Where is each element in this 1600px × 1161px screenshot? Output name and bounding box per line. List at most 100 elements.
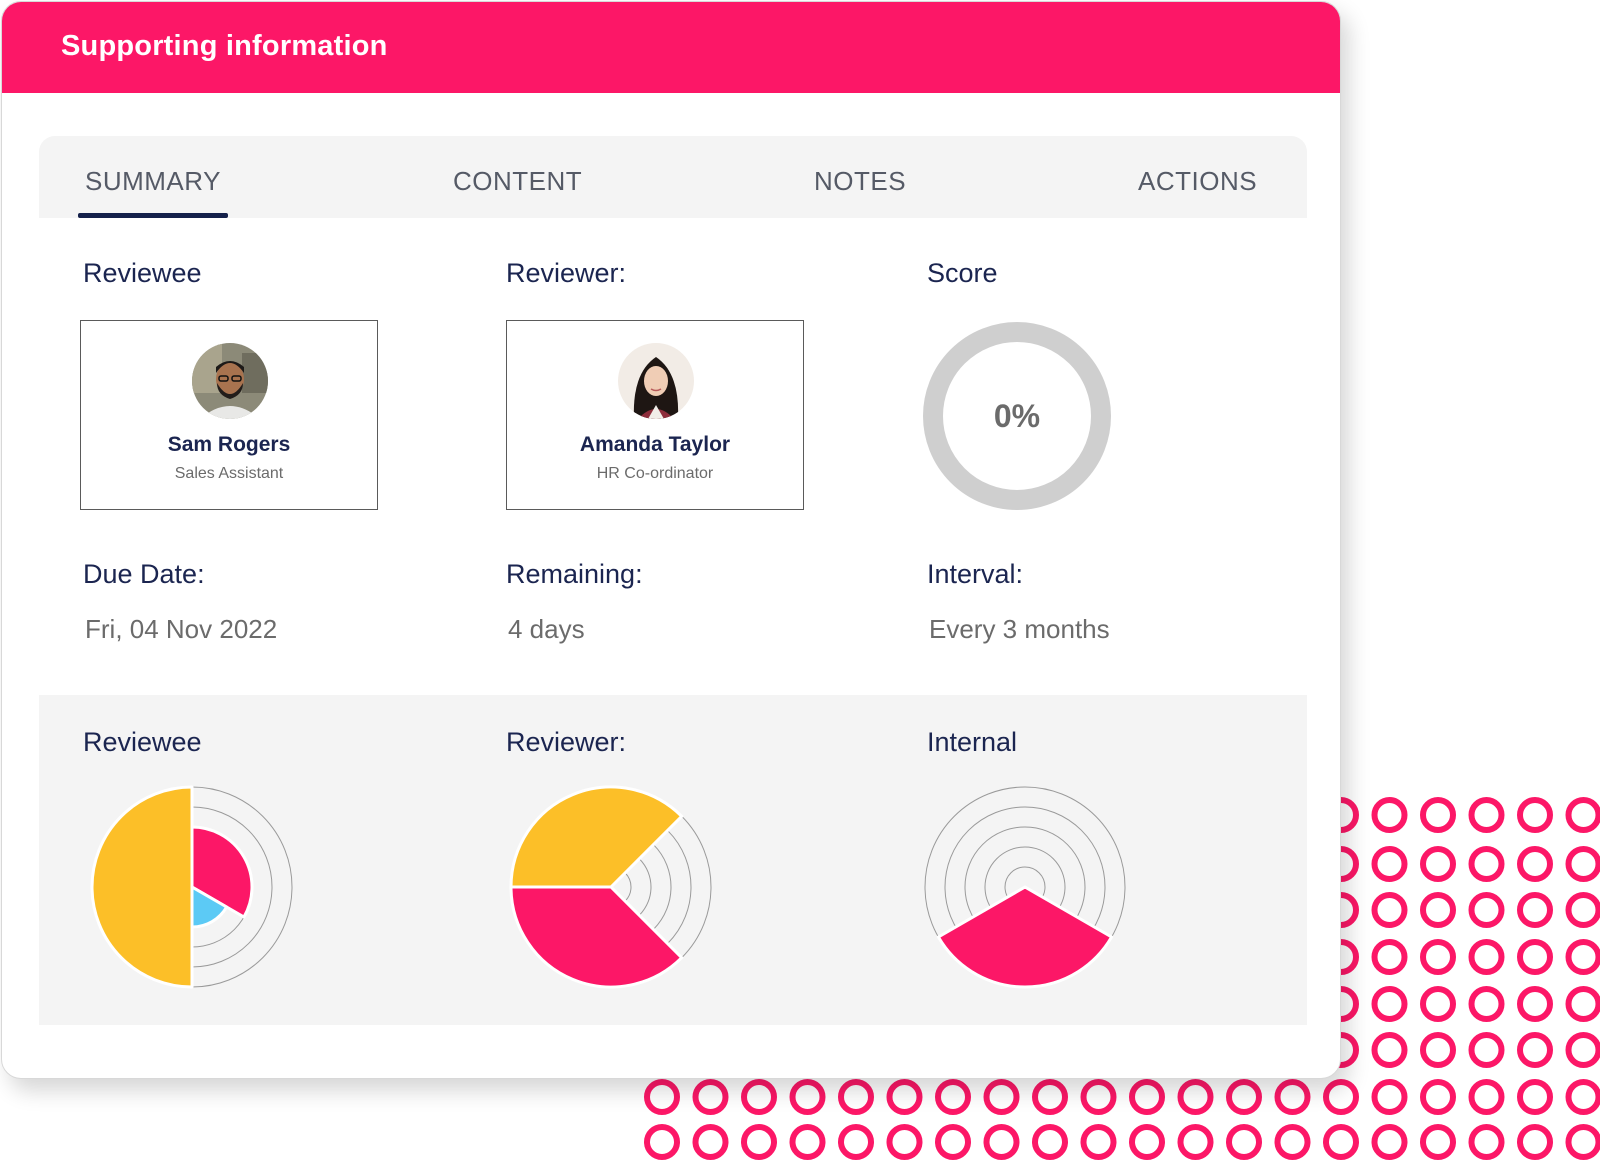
reviewee-avatar-icon bbox=[192, 343, 268, 419]
internal-polar-chart bbox=[924, 786, 1126, 989]
decorative-dot bbox=[1565, 892, 1600, 928]
decorative-dot bbox=[644, 1124, 680, 1160]
tab-summary[interactable]: SUMMARY bbox=[85, 166, 221, 196]
decorative-dot bbox=[1032, 1124, 1068, 1160]
decorative-dot bbox=[838, 1079, 874, 1115]
tab-content[interactable]: CONTENT bbox=[453, 166, 583, 196]
score-gauge: 0% bbox=[923, 322, 1111, 510]
remaining-value: 4 days bbox=[508, 614, 585, 644]
decorative-dot bbox=[1517, 986, 1553, 1022]
decorative-dot bbox=[1517, 1079, 1553, 1115]
decorative-dot bbox=[1129, 1079, 1165, 1115]
chart-title-internal: Internal bbox=[927, 727, 1018, 757]
decorative-dot bbox=[1468, 1032, 1505, 1068]
interval-label: Interval: bbox=[927, 559, 1024, 589]
card-header: Supporting information bbox=[2, 2, 1340, 93]
decorative-dot bbox=[1565, 1079, 1600, 1115]
decorative-dot bbox=[1177, 1124, 1214, 1160]
decorative-dot bbox=[1468, 939, 1505, 975]
score-value: 0% bbox=[994, 398, 1040, 434]
decorative-dot bbox=[1420, 846, 1456, 882]
decorative-dot bbox=[1371, 797, 1408, 833]
decorative-dot bbox=[1420, 1032, 1456, 1068]
decorative-dot bbox=[1177, 1079, 1214, 1115]
decorative-dot bbox=[935, 1079, 971, 1115]
decorative-dot bbox=[789, 1124, 826, 1160]
reviewer-card[interactable]: Amanda Taylor HR Co-ordinator bbox=[506, 320, 804, 510]
score-gauge-track bbox=[923, 322, 1111, 510]
decorative-dot bbox=[1420, 892, 1456, 928]
chart-title-reviewee: Reviewee bbox=[83, 727, 202, 757]
decorative-dot bbox=[1226, 1079, 1262, 1115]
decorative-dot bbox=[1420, 939, 1456, 975]
reviewee-name: Sam Rogers bbox=[167, 433, 291, 456]
decorative-dot bbox=[1032, 1079, 1068, 1115]
tab-actions[interactable]: ACTIONS bbox=[1138, 166, 1258, 196]
score-label: Score bbox=[927, 258, 998, 288]
decorative-dot bbox=[1565, 1124, 1600, 1160]
decorative-dot bbox=[983, 1124, 1020, 1160]
avatar bbox=[192, 343, 268, 419]
decorative-dot bbox=[1468, 1124, 1505, 1160]
decorative-dot bbox=[935, 1124, 971, 1160]
decorative-dot bbox=[1565, 986, 1600, 1022]
decorative-dot bbox=[886, 1079, 923, 1115]
reviewer-polar-chart bbox=[509, 785, 712, 989]
decorative-dot bbox=[1371, 892, 1408, 928]
decorative-dot bbox=[692, 1079, 729, 1115]
decorative-dot bbox=[644, 1079, 680, 1115]
chart-slice bbox=[190, 885, 229, 929]
decorative-dot bbox=[1517, 892, 1553, 928]
decorative-dot bbox=[1420, 1124, 1456, 1160]
decorative-dot bbox=[1468, 1079, 1505, 1115]
decorative-dot bbox=[1371, 1124, 1408, 1160]
decorative-dot bbox=[1371, 986, 1408, 1022]
decorative-dot bbox=[1080, 1124, 1117, 1160]
decorative-dot bbox=[1371, 846, 1408, 882]
due-date-label: Due Date: bbox=[83, 559, 205, 589]
decorative-dot bbox=[1274, 1124, 1311, 1160]
tab-notes[interactable]: NOTES bbox=[814, 166, 907, 196]
decorative-dot bbox=[1565, 797, 1600, 833]
reviewer-role: HR Co-ordinator bbox=[596, 465, 714, 482]
remaining-label: Remaining: bbox=[506, 559, 643, 589]
decorative-dot bbox=[1517, 1032, 1553, 1068]
decorative-dot bbox=[1468, 986, 1505, 1022]
reviewer-name: Amanda Taylor bbox=[579, 433, 731, 456]
decorative-dot bbox=[838, 1124, 874, 1160]
decorative-dot bbox=[741, 1079, 777, 1115]
chart-slice bbox=[509, 885, 684, 989]
decorative-dot bbox=[1226, 1124, 1262, 1160]
reviewee-polar-chart bbox=[90, 785, 293, 989]
decorative-dot bbox=[1468, 892, 1505, 928]
charts-panel bbox=[39, 695, 1307, 1025]
chart-slice bbox=[90, 785, 194, 989]
reviewee-label: Reviewee bbox=[83, 258, 202, 288]
active-tab-indicator bbox=[78, 213, 228, 218]
card-title: Supporting information bbox=[61, 30, 388, 62]
decorative-dot bbox=[1420, 797, 1456, 833]
decorative-dot bbox=[1323, 1079, 1359, 1115]
chart-slice bbox=[509, 785, 684, 889]
decorative-dot bbox=[1468, 846, 1505, 882]
decorative-dot bbox=[1565, 1032, 1600, 1068]
decorative-dot bbox=[789, 1079, 826, 1115]
decorative-dot bbox=[741, 1124, 777, 1160]
decorative-dot bbox=[1323, 1124, 1359, 1160]
interval-value: Every 3 months bbox=[929, 614, 1110, 644]
decorative-dot bbox=[1517, 1124, 1553, 1160]
decorative-dot bbox=[983, 1079, 1020, 1115]
chart-slice bbox=[936, 885, 1114, 989]
decorative-dot bbox=[1420, 986, 1456, 1022]
chart-title-reviewer: Reviewer: bbox=[506, 727, 627, 757]
decorative-dot bbox=[1371, 939, 1408, 975]
decorative-dot bbox=[1517, 939, 1553, 975]
decorative-dot bbox=[1517, 846, 1553, 882]
reviewer-avatar-icon bbox=[618, 343, 694, 419]
decorative-dot bbox=[1129, 1124, 1165, 1160]
decorative-dot bbox=[1420, 1079, 1456, 1115]
decorative-dot bbox=[1517, 797, 1553, 833]
decorative-dot bbox=[1371, 1032, 1408, 1068]
reviewee-role: Sales Assistant bbox=[174, 465, 284, 482]
reviewee-card[interactable]: Sam Rogers Sales Assistant bbox=[80, 320, 378, 510]
